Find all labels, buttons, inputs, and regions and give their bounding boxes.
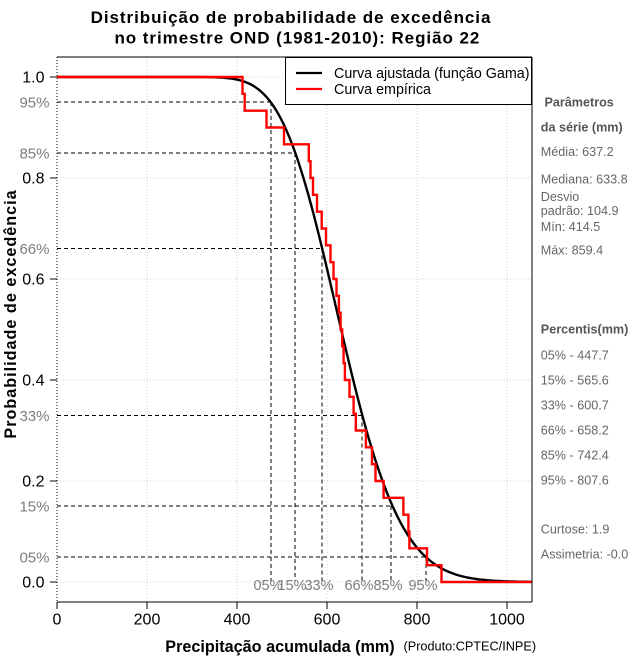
svg-text:85%: 85% <box>19 145 49 162</box>
svg-text:0: 0 <box>53 612 62 629</box>
svg-text:Curva ajustada (função Gama): Curva ajustada (função Gama) <box>334 66 530 82</box>
svg-text:da série (mm): da série (mm) <box>541 121 623 135</box>
svg-text:15%: 15% <box>277 578 306 594</box>
svg-text:Média: 637.2: Média: 637.2 <box>541 145 614 159</box>
svg-text:0.2: 0.2 <box>22 474 44 491</box>
svg-text:Mediana: 633.8: Mediana: 633.8 <box>541 173 628 187</box>
svg-text:05% - 447.7: 05% - 447.7 <box>541 349 609 363</box>
svg-text:Parâmetros: Parâmetros <box>545 96 614 110</box>
svg-text:05%: 05% <box>253 578 282 594</box>
svg-text:Curva empírica: Curva empírica <box>334 82 431 98</box>
svg-text:Desvio: Desvio <box>541 190 580 204</box>
svg-text:600: 600 <box>314 612 341 629</box>
svg-text:Assimetria: -0.0: Assimetria: -0.0 <box>541 548 628 562</box>
svg-text:no trimestre OND (1981-2010):: no trimestre OND (1981-2010): Região 22 <box>114 29 480 48</box>
svg-text:0.6: 0.6 <box>22 272 44 289</box>
svg-text:0.0: 0.0 <box>22 575 44 592</box>
svg-text:800: 800 <box>404 612 431 629</box>
svg-text:400: 400 <box>224 612 251 629</box>
svg-text:66%: 66% <box>19 241 49 258</box>
svg-text:200: 200 <box>134 612 161 629</box>
svg-text:(Produto:CPTEC/INPE): (Produto:CPTEC/INPE) <box>404 640 537 654</box>
svg-text:05%: 05% <box>19 549 49 566</box>
svg-text:85%: 85% <box>373 578 402 594</box>
svg-text:Precipitação acumulada (mm): Precipitação acumulada (mm) <box>165 638 394 656</box>
svg-text:0.8: 0.8 <box>22 171 44 188</box>
svg-text:1000: 1000 <box>489 612 525 629</box>
svg-text:Máx: 859.4: Máx: 859.4 <box>541 244 603 258</box>
svg-text:95% - 807.6: 95% - 807.6 <box>541 474 609 488</box>
svg-text:Probabilidade de excedência: Probabilidade de excedência <box>2 189 20 438</box>
svg-text:33%: 33% <box>19 408 49 425</box>
svg-text:Percentis(mm): Percentis(mm) <box>541 323 629 337</box>
svg-text:66% - 658.2: 66% - 658.2 <box>541 424 609 438</box>
svg-text:95%: 95% <box>19 95 49 112</box>
svg-text:1.0: 1.0 <box>22 70 44 87</box>
svg-text:85% - 742.4: 85% - 742.4 <box>541 449 609 463</box>
svg-text:33% - 600.7: 33% - 600.7 <box>541 399 609 413</box>
svg-text:15%: 15% <box>19 499 49 516</box>
svg-text:95%: 95% <box>408 578 437 594</box>
svg-text:Distribuição de probabilidade: Distribuição de probabilidade de excedên… <box>91 8 492 27</box>
svg-text:15% - 565.6: 15% - 565.6 <box>541 374 609 388</box>
svg-text:padrão: 104.9: padrão: 104.9 <box>541 204 619 218</box>
svg-text:Curtose: 1.9: Curtose: 1.9 <box>541 523 610 537</box>
svg-text:0.4: 0.4 <box>22 373 44 390</box>
svg-text:33%: 33% <box>304 578 333 594</box>
svg-text:Mín: 414.5: Mín: 414.5 <box>541 220 601 234</box>
svg-text:66%: 66% <box>344 578 373 594</box>
